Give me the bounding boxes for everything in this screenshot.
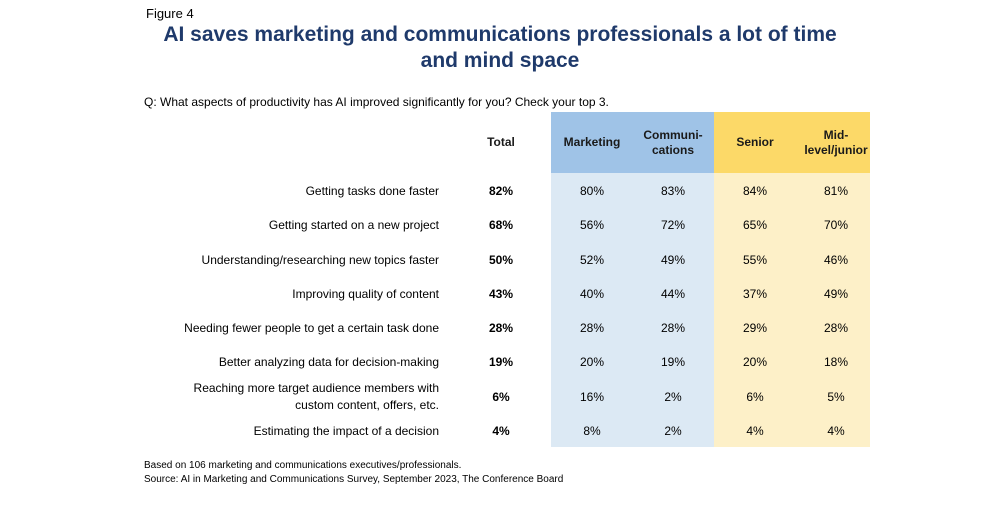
column-header-3: Senior bbox=[736, 135, 774, 149]
title-line-2: and mind space bbox=[420, 49, 580, 72]
row-label: Reaching more target audience members wi… bbox=[193, 381, 439, 412]
table-cell: 49% bbox=[823, 287, 849, 301]
table-cell: 29% bbox=[742, 321, 768, 335]
table-cell: 82% bbox=[488, 184, 514, 198]
row-label: Understanding/researching new topics fas… bbox=[201, 252, 439, 267]
column-header-1: Marketing bbox=[563, 135, 621, 149]
table-cell: 83% bbox=[660, 184, 686, 198]
footnote-source: Source: AI in Marketing and Communicatio… bbox=[144, 474, 564, 485]
table-cell: 50% bbox=[488, 253, 514, 267]
table-cell: 80% bbox=[579, 184, 605, 198]
table-cell: 40% bbox=[579, 287, 605, 301]
table-cell: 6% bbox=[746, 390, 764, 404]
table-cell: 8% bbox=[583, 424, 601, 438]
table-cell: 68% bbox=[488, 218, 514, 232]
row-label: Needing fewer people to get a certain ta… bbox=[184, 320, 439, 335]
table-cell: 52% bbox=[579, 253, 605, 267]
senior-header-bg bbox=[714, 112, 870, 173]
row-label: Better analyzing data for decision-makin… bbox=[218, 354, 439, 369]
table-cell: 81% bbox=[823, 184, 849, 198]
chart-title: AI saves marketing and communications pr… bbox=[140, 22, 860, 74]
table-cell: 28% bbox=[488, 321, 514, 335]
row-label: Getting started on a new project bbox=[268, 217, 439, 232]
table-cell: 44% bbox=[660, 287, 686, 301]
figure-label: Figure 4 bbox=[146, 6, 194, 21]
table-cell: 49% bbox=[660, 253, 686, 267]
table-cell: 65% bbox=[742, 218, 768, 232]
table-cell: 55% bbox=[742, 253, 768, 267]
table-cell: 4% bbox=[827, 424, 845, 438]
row-label: Estimating the impact of a decision bbox=[253, 423, 439, 438]
survey-question: Q: What aspects of productivity has AI i… bbox=[144, 95, 609, 109]
table-cell: 18% bbox=[823, 355, 849, 369]
table-cell: 2% bbox=[664, 390, 682, 404]
column-header-0: Total bbox=[487, 135, 515, 149]
table-cell: 6% bbox=[492, 390, 510, 404]
marketing-header-bg bbox=[551, 112, 714, 173]
row-label: Improving quality of content bbox=[292, 286, 439, 301]
table-cell: 37% bbox=[742, 287, 768, 301]
table-cell: 20% bbox=[579, 355, 605, 369]
table-cell: 20% bbox=[742, 355, 768, 369]
table-cell: 56% bbox=[579, 218, 605, 232]
table-cell: 84% bbox=[742, 184, 768, 198]
table-cell: 28% bbox=[660, 321, 686, 335]
table-cell: 72% bbox=[660, 218, 686, 232]
table-cell: 70% bbox=[823, 218, 849, 232]
table-cell: 19% bbox=[488, 355, 514, 369]
table-cell: 28% bbox=[823, 321, 849, 335]
title-line-1: AI saves marketing and communications pr… bbox=[163, 23, 837, 46]
row-label: Getting tasks done faster bbox=[305, 183, 439, 198]
table-cell: 4% bbox=[746, 424, 764, 438]
table-cell: 16% bbox=[579, 390, 605, 404]
table-cell: 46% bbox=[823, 253, 849, 267]
column-header-4: Mid-level/junior bbox=[804, 127, 868, 157]
table-cell: 19% bbox=[660, 355, 686, 369]
footnote-sample: Based on 106 marketing and communication… bbox=[144, 460, 462, 471]
table-cell: 28% bbox=[579, 321, 605, 335]
table-cell: 2% bbox=[664, 424, 682, 438]
column-header-2: Communi-cations bbox=[643, 127, 703, 157]
table-cell: 43% bbox=[488, 287, 514, 301]
table-cell: 4% bbox=[492, 424, 510, 438]
table-cell: 5% bbox=[827, 390, 845, 404]
